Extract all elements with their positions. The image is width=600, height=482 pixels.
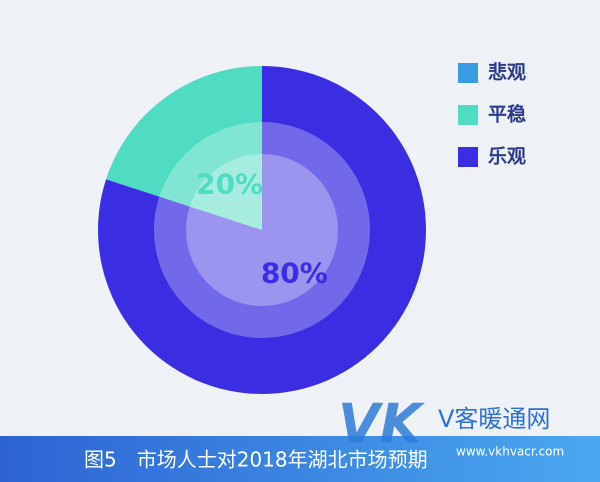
caption-band [0, 436, 600, 482]
watermark-logo: VK [338, 393, 426, 456]
pie-slice [98, 65, 426, 394]
labels: 20% 80% [196, 168, 328, 290]
legend-label: 悲观 [488, 61, 526, 84]
legend-swatch [458, 63, 478, 83]
inner-core [186, 154, 338, 306]
data-label: 80% [261, 256, 328, 289]
data-label: 20% [196, 168, 263, 201]
legend-swatch [458, 147, 478, 167]
legend-label: 乐观 [488, 146, 526, 168]
watermark-text: V客暖通网 [438, 405, 550, 433]
inner-ring [154, 122, 370, 338]
pie-slice [106, 66, 262, 230]
legend-swatch [458, 105, 478, 125]
legend-label: 平稳 [488, 103, 526, 126]
watermark-url: www.vkhvacr.com [456, 445, 564, 459]
pie [98, 65, 426, 394]
caption: 图5 市场人士对2018年湖北市场预期 [84, 448, 428, 472]
